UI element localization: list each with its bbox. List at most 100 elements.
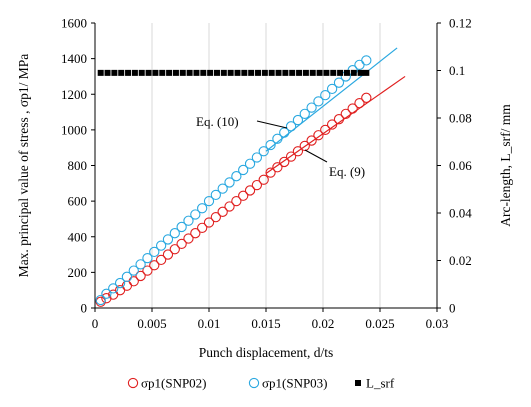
data-point-l-srf bbox=[220, 69, 227, 76]
data-point-l-srf bbox=[152, 69, 159, 76]
fit-line-eq10 bbox=[265, 47, 398, 152]
fit-line-layer bbox=[265, 47, 406, 175]
fit-line-eq9 bbox=[265, 75, 406, 175]
data-point-snp03 bbox=[224, 177, 235, 188]
data-point-snp02 bbox=[265, 167, 276, 178]
data-point-snp03 bbox=[114, 277, 126, 289]
data-point-snp03 bbox=[217, 183, 228, 194]
data-point-snp03 bbox=[135, 259, 146, 270]
data-point-l-srf bbox=[282, 69, 289, 76]
data-point-snp03 bbox=[320, 89, 331, 101]
annotation-eq9: Eq. (9) bbox=[329, 164, 365, 179]
data-point-snp02 bbox=[354, 98, 365, 109]
y-right-tick-label: 0.08 bbox=[449, 111, 472, 126]
data-point-snp03 bbox=[95, 294, 106, 306]
data-point-snp02 bbox=[340, 108, 351, 119]
data-point-l-srf bbox=[343, 69, 350, 76]
data-point-l-srf bbox=[159, 69, 166, 76]
grid-layer bbox=[151, 23, 438, 308]
data-point-snp03 bbox=[279, 127, 290, 138]
data-point-snp03 bbox=[203, 195, 215, 207]
y-left-tick-label: 600 bbox=[68, 194, 88, 209]
data-point-snp03 bbox=[326, 83, 338, 95]
data-point-snp03 bbox=[155, 240, 167, 251]
data-point-snp02 bbox=[361, 92, 372, 103]
y-right-tick-label: 0.1 bbox=[449, 63, 465, 78]
data-point-l-srf bbox=[241, 69, 248, 76]
legend-marker-l-srf bbox=[355, 380, 361, 386]
data-point-l-srf bbox=[337, 69, 344, 76]
data-point-snp02 bbox=[142, 265, 153, 276]
data-point-snp03 bbox=[121, 271, 133, 282]
marker-layer bbox=[95, 55, 372, 307]
x-axis-title: Punch displacement, d/ts bbox=[199, 345, 334, 360]
data-point-snp02 bbox=[155, 254, 167, 266]
data-point-l-srf bbox=[200, 69, 207, 76]
data-point-snp03 bbox=[258, 146, 269, 157]
annotation-layer: Eq. (10) Eq. (9) bbox=[196, 114, 365, 179]
data-point-l-srf bbox=[138, 69, 145, 76]
data-point-snp02 bbox=[203, 217, 215, 228]
data-point-snp02 bbox=[176, 238, 187, 250]
annotation-leader-eq10 bbox=[256, 120, 288, 129]
data-point-snp03 bbox=[231, 171, 242, 182]
data-point-snp02 bbox=[217, 206, 228, 217]
data-point-l-srf bbox=[289, 69, 296, 76]
data-point-l-srf bbox=[350, 69, 357, 76]
annotation-leader-eq9 bbox=[304, 149, 328, 163]
legend-label: L_srf bbox=[366, 376, 395, 391]
y-right-tick-label: 0 bbox=[449, 301, 456, 316]
data-point-l-srf bbox=[302, 69, 309, 76]
y-left-tick-label: 400 bbox=[68, 229, 88, 244]
data-point-snp03 bbox=[238, 164, 249, 176]
y-axis-right-title: Arc-length, L_srf/ mm bbox=[498, 104, 513, 227]
data-point-l-srf bbox=[207, 69, 214, 76]
y-right-tick-label: 0.06 bbox=[449, 158, 472, 173]
x-tick-label: 0.005 bbox=[137, 316, 166, 331]
data-point-snp02 bbox=[292, 146, 304, 157]
y-left-tick-label: 0 bbox=[81, 301, 88, 316]
data-point-l-srf bbox=[316, 69, 323, 76]
legend-label: σp1(SNP03) bbox=[262, 376, 328, 391]
data-point-l-srf bbox=[193, 69, 200, 76]
data-point-snp02 bbox=[326, 119, 338, 130]
data-point-l-srf bbox=[186, 69, 193, 76]
y-left-tick-label: 200 bbox=[68, 265, 88, 280]
data-point-l-srf bbox=[179, 69, 186, 76]
data-point-snp02 bbox=[135, 270, 146, 282]
data-point-snp03 bbox=[210, 189, 221, 201]
data-point-snp02 bbox=[285, 151, 297, 162]
data-point-snp03 bbox=[265, 139, 276, 151]
data-point-l-srf bbox=[125, 69, 132, 76]
tick-label-layer: 0 0.005 0.01 0.015 0.02 0.025 0.03020040060080… bbox=[16, 16, 513, 361]
y-axis-left-title: Max. principal value of stress , σp1/ MP… bbox=[16, 54, 31, 278]
legend: σp1(SNP02) σp1(SNP03) L_srf bbox=[127, 376, 395, 391]
data-point-snp03 bbox=[313, 96, 324, 107]
data-point-snp02 bbox=[244, 185, 256, 196]
data-point-snp02 bbox=[306, 135, 317, 146]
data-point-l-srf bbox=[357, 69, 364, 76]
data-point-snp02 bbox=[333, 114, 345, 125]
data-point-l-srf bbox=[330, 69, 337, 76]
x-tick-label: 0.02 bbox=[312, 316, 335, 331]
data-point-snp02 bbox=[231, 195, 242, 207]
data-point-l-srf bbox=[275, 69, 282, 76]
data-point-snp03 bbox=[361, 55, 372, 66]
data-point-snp03 bbox=[149, 246, 160, 258]
y-right-tick-label: 0.04 bbox=[449, 206, 472, 221]
data-point-l-srf bbox=[261, 69, 268, 76]
data-point-l-srf bbox=[309, 69, 316, 76]
data-point-snp02 bbox=[224, 201, 235, 212]
data-point-l-srf bbox=[248, 69, 255, 76]
data-point-snp02 bbox=[190, 228, 201, 239]
axis-layer bbox=[91, 22, 441, 312]
data-point-snp02 bbox=[251, 179, 263, 191]
data-point-l-srf bbox=[145, 69, 152, 76]
data-point-snp02 bbox=[238, 190, 249, 201]
x-tick-label: 0.025 bbox=[365, 316, 394, 331]
y-right-tick-label: 0.12 bbox=[449, 16, 472, 31]
y-left-tick-label: 1000 bbox=[61, 122, 87, 137]
data-point-l-srf bbox=[166, 69, 173, 76]
data-point-snp03 bbox=[354, 59, 365, 71]
